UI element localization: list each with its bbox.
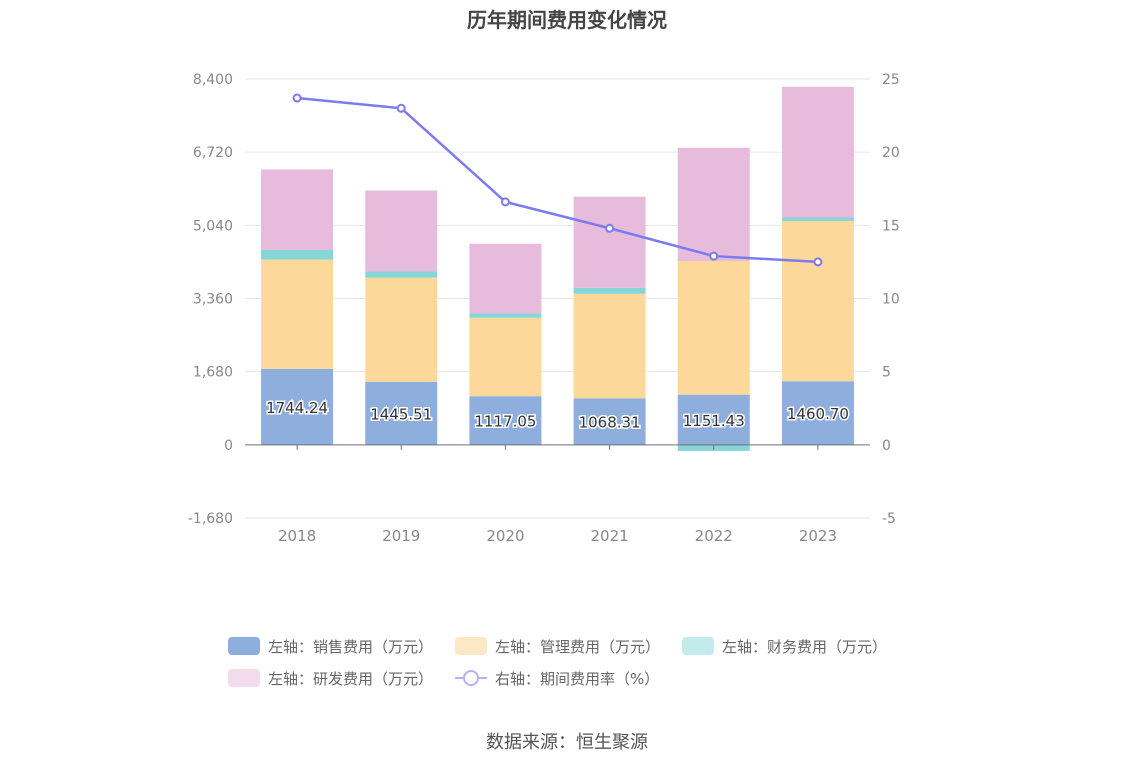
bar-sales-2019 xyxy=(365,381,438,445)
bar-value-label: 1445.51 xyxy=(370,405,432,423)
legend-swatch-admin xyxy=(455,637,488,655)
bar-sales-2023 xyxy=(781,381,854,445)
right-axis-tick-label: 20 xyxy=(882,145,900,161)
rate-line xyxy=(296,96,818,264)
right-axis-tick-label: 10 xyxy=(882,292,900,308)
legend-label-admin: 左轴：管理费用（万元） xyxy=(495,637,661,656)
x-axis-tick-label: 2021 xyxy=(590,527,628,545)
bar-rd-2019 xyxy=(365,190,438,272)
bar-rd-2020 xyxy=(469,243,542,314)
x-axis-tick-label: 2019 xyxy=(382,527,420,545)
x-axis-tick-label: 2018 xyxy=(278,527,316,545)
legend-swatch-rd xyxy=(228,669,260,687)
data-source: 数据来源：恒生聚源 xyxy=(486,732,648,753)
left-axis-tick-label: 3,360 xyxy=(193,292,233,308)
bar-admin-2018 xyxy=(261,259,334,369)
legend: 左轴：销售费用（万元） 左轴：管理费用（万元） 左轴：财务费用（万元） 左轴：研… xyxy=(228,630,928,694)
legend-swatch-sales xyxy=(228,637,260,655)
bar-rd-2022 xyxy=(677,147,750,261)
legend-item-rate[interactable]: 右轴：期间费用率（%） xyxy=(455,668,659,689)
legend-item-finance[interactable]: 左轴：财务费用（万元） xyxy=(682,636,887,657)
left-axis-tick-label: 5,040 xyxy=(193,218,233,234)
legend-label-sales: 左轴：销售费用（万元） xyxy=(268,637,434,656)
left-axis-tick-label: 1,680 xyxy=(193,365,233,381)
bar-admin-2022 xyxy=(677,260,750,395)
bar-sales-2022 xyxy=(677,394,750,445)
x-axis-tick-label: 2022 xyxy=(695,527,733,545)
bar-value-label: 1117.05 xyxy=(474,413,536,431)
bar-admin-2023 xyxy=(781,220,854,382)
bar-finance-2023 xyxy=(781,217,854,221)
legend-swatch-finance xyxy=(682,637,715,655)
left-axis-tick-label: 6,720 xyxy=(193,145,233,161)
right-axis-tick-label: 25 xyxy=(882,72,900,88)
bar-sales-2021 xyxy=(573,398,646,445)
rate-point-2019 xyxy=(396,103,406,113)
legend-label-rate: 右轴：期间费用率（%） xyxy=(495,669,660,688)
bar-finance-2020 xyxy=(469,313,542,318)
bar-rd-2018 xyxy=(261,169,334,250)
bar-value-label: 1151.43 xyxy=(683,412,745,430)
x-axis-tick-label: 2023 xyxy=(799,527,837,545)
rate-point-2021 xyxy=(605,223,615,233)
rate-point-2023 xyxy=(813,257,823,267)
bar-sales-2020 xyxy=(469,396,542,445)
bar-value-label: 1068.31 xyxy=(579,414,641,432)
left-axis-tick-label: -1,680 xyxy=(188,511,233,527)
bar-rd-2021 xyxy=(573,196,646,288)
bar-value-label: 1460.70 xyxy=(787,405,849,423)
rate-point-2022 xyxy=(709,251,719,261)
bar-rd-2023 xyxy=(781,86,854,218)
bar-admin-2021 xyxy=(573,293,646,399)
right-axis-tick-label: 5 xyxy=(882,365,891,381)
bar-sales-2018 xyxy=(261,368,334,445)
legend-label-finance: 左轴：财务费用（万元） xyxy=(722,637,888,656)
bar-finance-2021 xyxy=(573,287,646,294)
rate-point-2018 xyxy=(292,93,302,103)
bar-admin-2020 xyxy=(469,317,542,397)
legend-item-sales[interactable]: 左轴：销售费用（万元） xyxy=(228,636,433,657)
right-axis-tick-label: 15 xyxy=(882,218,900,234)
bar-admin-2019 xyxy=(365,277,438,382)
right-axis-tick-label: 0 xyxy=(882,438,891,454)
left-axis-tick-label: 0 xyxy=(224,438,233,454)
bar-value-label: 1744.24 xyxy=(266,399,328,417)
left-axis-tick-label: 8,400 xyxy=(193,72,233,88)
rate-point-2020 xyxy=(500,197,510,207)
bar-finance-2018 xyxy=(261,249,334,260)
chart-plot: -1,680 0 1,680 3,360 5,040 6,720 8,400 -5 0 5 10 15… xyxy=(188,72,900,545)
legend-swatch-rate xyxy=(455,669,488,687)
legend-item-rd[interactable]: 左轴：研发费用（万元） xyxy=(228,668,433,689)
chart-title: 历年期间费用变化情况 xyxy=(467,8,667,32)
right-axis-tick-label: -5 xyxy=(882,511,896,527)
legend-item-admin[interactable]: 左轴：管理费用（万元） xyxy=(455,636,660,657)
bar-finance-2019 xyxy=(365,271,438,278)
x-axis-tick-label: 2020 xyxy=(486,527,524,545)
legend-label-rd: 左轴：研发费用（万元） xyxy=(268,669,434,688)
